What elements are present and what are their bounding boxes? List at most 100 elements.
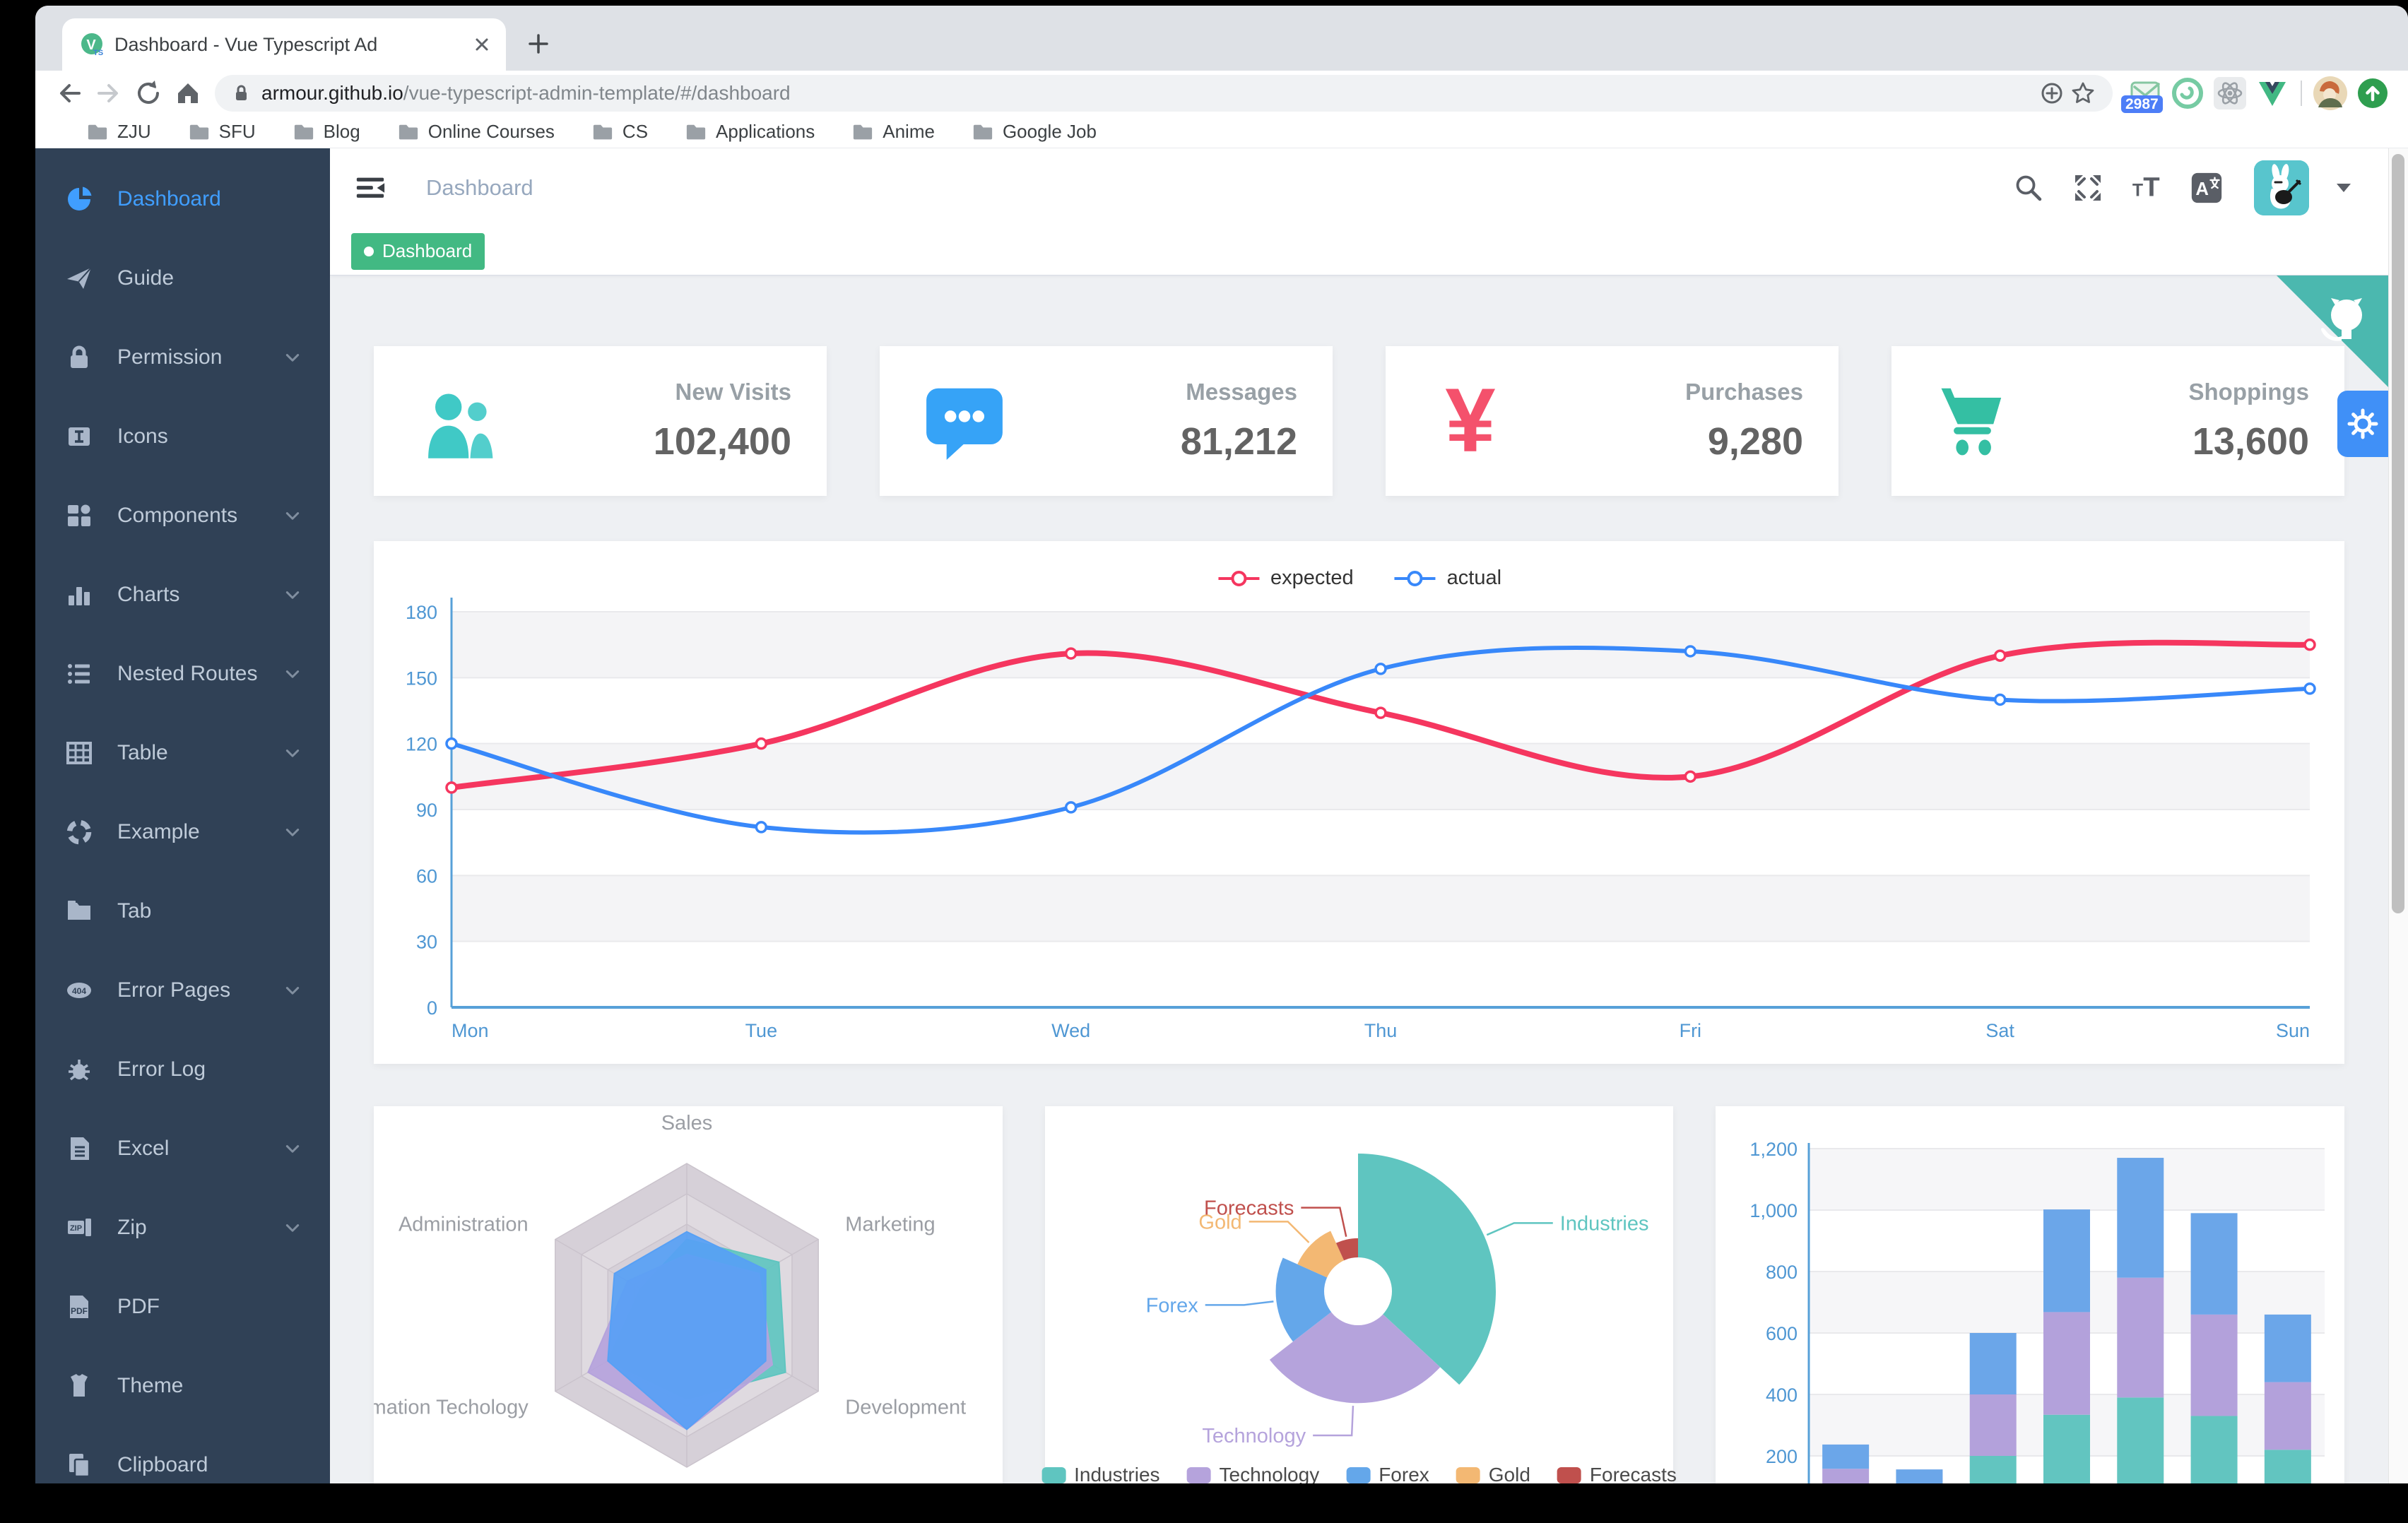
github-corner-ribbon[interactable] [2277,275,2388,387]
forward-button[interactable] [89,73,129,113]
sidebar-item-label: Zip [117,1216,147,1239]
sidebar-item-excel[interactable]: Excel [35,1109,330,1188]
folder-icon [972,122,994,143]
chevron-down-icon [281,978,305,1002]
pie-legend-item-technology[interactable]: Technology [1186,1464,1319,1483]
bookmark-item[interactable]: Applications [685,121,815,143]
dashboard-icon [65,185,93,213]
sidebar-item-icons[interactable]: Icons [35,397,330,476]
back-button[interactable] [49,73,89,113]
svg-text:T: T [2132,181,2143,201]
pie-legend-item-forecasts[interactable]: Forecasts [1557,1464,1677,1483]
new-tab-button[interactable] [521,27,555,61]
stat-card-messages[interactable]: Messages 81,212 [880,346,1333,496]
bookmark-item[interactable]: Anime [851,121,935,143]
legend-item-actual[interactable]: actual [1393,567,1501,590]
scrollbar-thumb[interactable] [2392,154,2404,913]
sidebar-item-dashboard[interactable]: Dashboard [35,160,330,239]
line-chart-card: expected actual 0 30 60 90 120 150 180 Mon Tue Wed… [374,541,2344,1064]
line-chart-legend[interactable]: expected actual [1217,567,1501,590]
sidebar-item-tab[interactable]: Tab [35,872,330,951]
translate-icon[interactable]: A [2190,172,2223,204]
sidebar-item-pdf[interactable]: PDF PDF [35,1267,330,1346]
sidebar-item-table[interactable]: Table [35,713,330,793]
stat-card-title: Shoppings [2188,379,2309,405]
svg-text:Wed: Wed [1051,1020,1090,1041]
browser-tab[interactable]: V TS Dashboard - Vue Typescript Ad [62,18,506,71]
tab-close-icon[interactable] [472,35,492,54]
plus-circle-icon[interactable] [2036,73,2067,113]
sidebar-item-error-pages[interactable]: 404 Error Pages [35,951,330,1030]
settings-gear-button[interactable] [2337,391,2388,457]
search-icon[interactable] [2012,172,2045,204]
chevron-down-icon [281,345,305,369]
tab-title: Dashboard - Vue Typescript Ad [114,33,378,55]
bookmark-item[interactable]: Google Job [972,121,1097,143]
sidebar-item-components[interactable]: Components [35,476,330,555]
sidebar-item-label: Permission [117,345,223,369]
extension-vue-icon[interactable] [2254,75,2291,112]
svg-text:Fri: Fri [1680,1020,1701,1041]
folder-icon [397,122,420,143]
user-avatar[interactable] [2254,160,2309,215]
profile-avatar[interactable] [2312,75,2349,112]
page-scrollbar[interactable] [2388,148,2408,1483]
browser-update-icon[interactable] [2354,75,2391,112]
lock-icon [230,83,252,104]
sidebar-item-label: Theme [117,1374,184,1397]
breadcrumb[interactable]: Dashboard [426,175,533,200]
bookmark-item[interactable]: Blog [293,121,360,143]
pie-legend-item-forex[interactable]: Forex [1346,1464,1429,1483]
admin-app: Dashboard Guide Permission Icons Components C… [35,148,2408,1483]
table-icon [65,739,93,767]
sidebar-item-clipboard[interactable]: Clipboard [35,1426,330,1483]
pie-legend-item-gold[interactable]: Gold [1456,1464,1530,1483]
pdf-icon: PDF [65,1293,93,1321]
bookmark-item[interactable]: CS [591,121,648,143]
stat-card-title: New Visits [675,379,791,405]
sidebar-item-permission[interactable]: Permission [35,318,330,397]
fullscreen-icon[interactable] [2072,172,2104,204]
stat-card-purchases[interactable]: ¥ Purchases 9,280 [1386,346,1839,496]
sidebar-item-example[interactable]: Example [35,793,330,872]
bookmark-item[interactable]: SFU [188,121,256,143]
bookmark-item[interactable]: Online Courses [397,121,555,143]
tab-icon [65,897,93,925]
svg-text:1,200: 1,200 [1750,1139,1798,1160]
svg-text:Thu: Thu [1364,1020,1398,1041]
bookmark-star-icon[interactable] [2067,73,2099,113]
pie-chart-legend[interactable]: Industries Technology Forex Gold Forecasts [1041,1464,1677,1483]
chevron-down-icon [281,1137,305,1161]
chevron-down-icon [281,820,305,844]
avatar-caret-icon[interactable] [2336,183,2351,193]
sidebar-item-zip[interactable]: ZIP Zip [35,1188,330,1267]
svg-text:Technology: Technology [1202,1425,1306,1447]
pie-chart-card: Industries Technology Forex Gold Forecasts I… [1041,1106,1677,1483]
clipboard-icon [65,1451,93,1479]
pie-legend-item-industries[interactable]: Industries [1041,1464,1160,1483]
extension-react-icon[interactable] [2212,75,2248,112]
sidebar-item-theme[interactable]: Theme [35,1346,330,1426]
sidebar-item-guide[interactable]: Guide [35,239,330,318]
home-button[interactable] [168,73,208,113]
sidebar-item-label: Error Pages [117,978,231,1002]
legend-item-expected[interactable]: expected [1217,567,1354,590]
sidebar-item-charts[interactable]: Charts [35,555,330,634]
bookmark-item[interactable]: ZJU [86,121,151,143]
svg-text:A: A [2195,179,2209,199]
sidebar-item-nested-routes[interactable]: Nested Routes [35,634,330,713]
tag-dashboard[interactable]: Dashboard [351,232,485,270]
address-bar[interactable]: armour.github.io/vue-typescript-admin-te… [215,75,2113,112]
sidebar-item-label: Example [117,820,200,843]
reload-button[interactable] [129,73,168,113]
sidebar-item-label: Excel [117,1137,170,1160]
stat-card-shoppings[interactable]: Shoppings 13,600 [1891,346,2344,496]
folder-icon [685,122,707,143]
stat-card-new-visits[interactable]: New Visits 102,400 [374,346,827,496]
extension-green-circle-icon[interactable] [2169,75,2206,112]
sidebar-item-error-log[interactable]: Error Log [35,1030,330,1109]
extension-mail-icon[interactable]: 2987 [2121,75,2164,113]
hamburger-icon[interactable] [354,172,386,204]
